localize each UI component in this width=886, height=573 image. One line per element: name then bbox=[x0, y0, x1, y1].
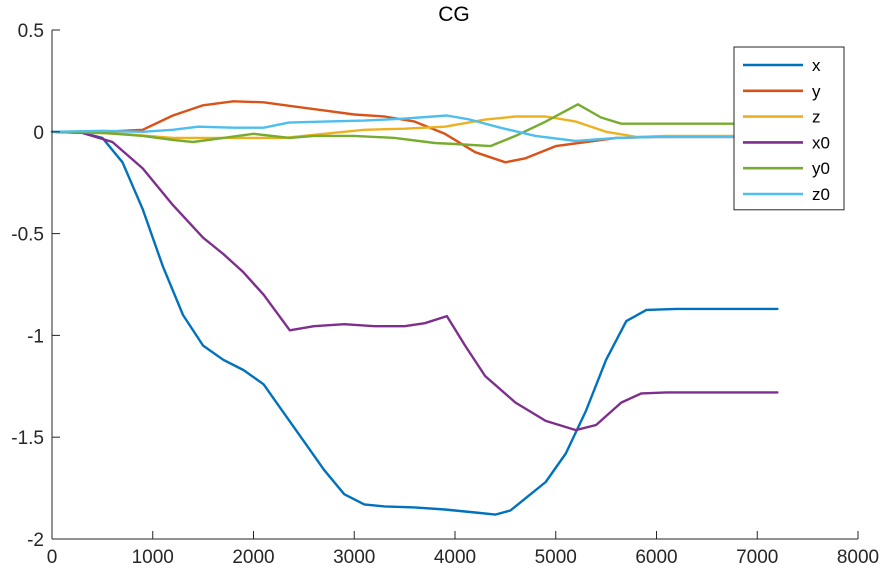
x-tick-label: 1000 bbox=[132, 547, 174, 568]
y-tick-label: 0.5 bbox=[18, 21, 44, 42]
x-tick-label: 2000 bbox=[232, 547, 274, 568]
axes-group: 0 1000 2000 3000 4000 5000 6000 7000 8000 -2 -1.5 -… bbox=[11, 21, 879, 568]
series-line-z bbox=[50, 115, 779, 140]
y-tick-label: -1 bbox=[27, 326, 44, 347]
series-line-x bbox=[50, 130, 779, 516]
x-tick-label: 7000 bbox=[736, 547, 778, 568]
x-tick-label: 4000 bbox=[434, 547, 476, 568]
legend-label-x0: x0 bbox=[812, 133, 830, 152]
legend-label-y0: y0 bbox=[812, 159, 830, 178]
x-tick-label: 6000 bbox=[635, 547, 677, 568]
plot-area: 0 1000 2000 3000 4000 5000 6000 7000 8000 -2 -1.5 -… bbox=[11, 21, 879, 568]
legend-label-z0: z0 bbox=[812, 185, 830, 204]
legend-box bbox=[733, 46, 845, 211]
series-line-z0 bbox=[50, 114, 779, 143]
x-tick-label: 3000 bbox=[333, 547, 375, 568]
legend-label-x: x bbox=[812, 56, 821, 75]
series-group bbox=[50, 100, 779, 516]
series-line-y bbox=[50, 100, 779, 164]
y-tick-label: -2 bbox=[27, 530, 44, 551]
y-tick-label: 0 bbox=[33, 123, 44, 144]
chart-title: CG bbox=[438, 3, 470, 26]
x-tick-label: 5000 bbox=[535, 547, 577, 568]
x-tick-label: 8000 bbox=[837, 547, 879, 568]
y-tick-label: -1.5 bbox=[11, 428, 44, 449]
legend-label-z: z bbox=[812, 108, 821, 127]
legend: xyz x0 y0 z0 bbox=[733, 46, 845, 211]
y-tick-label: -0.5 bbox=[11, 225, 44, 246]
x-tick-label: 0 bbox=[47, 547, 58, 568]
series-line-y0 bbox=[50, 103, 779, 148]
legend-label-y: y bbox=[812, 82, 821, 101]
series-line-x0 bbox=[50, 130, 779, 432]
